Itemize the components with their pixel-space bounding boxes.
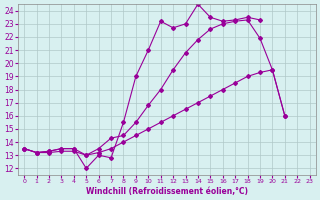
X-axis label: Windchill (Refroidissement éolien,°C): Windchill (Refroidissement éolien,°C) [86,187,248,196]
